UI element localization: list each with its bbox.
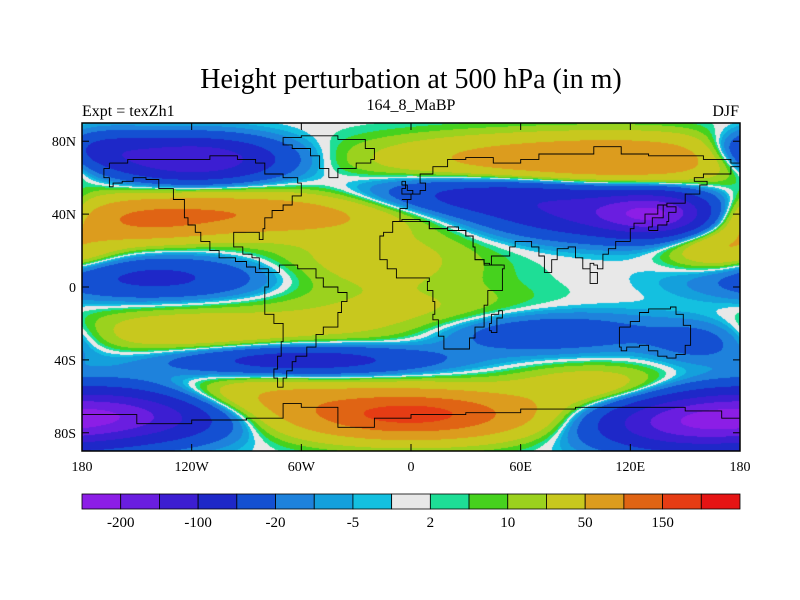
x-tick-label: 180	[730, 460, 751, 475]
x-tick-label: 60E	[509, 460, 532, 475]
colorbar-swatch	[700, 493, 741, 510]
colorbar-swatch	[81, 493, 122, 510]
x-tick-label: 0	[408, 460, 415, 475]
colorbar-tick-label: -20	[266, 515, 286, 531]
plot-area	[81, 122, 741, 452]
height-field-map	[82, 123, 740, 451]
colorbar-swatch	[313, 493, 354, 510]
colorbar-tick-label: 50	[578, 515, 593, 531]
colorbar-swatch	[546, 493, 586, 510]
y-tick-label: 0	[69, 281, 76, 296]
y-tick-label: 40S	[54, 354, 76, 369]
coastline-6	[401, 180, 414, 195]
colorbar-swatch	[662, 493, 702, 510]
left-label: Expt = texZh1	[82, 103, 175, 120]
colorbar-swatch	[352, 493, 393, 510]
colorbar-swatch	[391, 493, 431, 510]
colorbar-tick-label: 10	[500, 515, 515, 531]
colorbar: -200 -100 -20 -5 2 10 50 150	[81, 493, 741, 531]
coastline-5	[282, 135, 375, 179]
x-axis: 180 120W 60W 0 60E 120E 180	[72, 123, 751, 475]
x-tick-label: 120E	[616, 460, 646, 475]
colorbar-swatch	[197, 493, 238, 510]
y-tick-label: 40N	[52, 208, 76, 223]
coastline-1	[264, 264, 348, 388]
colorbar-swatch	[507, 493, 547, 510]
colorbar-swatch	[429, 493, 470, 510]
chart-title: Height perturbation at 500 hPa (in m)	[200, 64, 621, 95]
center-label: 164_8_MaBP	[367, 97, 456, 114]
coastline-4	[618, 306, 692, 359]
colorbar-swatch	[120, 493, 160, 510]
right-label: DJF	[712, 103, 739, 120]
colorbar-tick-label: -5	[347, 515, 360, 531]
x-tick-label: 180	[72, 460, 93, 475]
coastline-8	[82, 403, 741, 428]
y-axis: 80N 40N 0 40S 80S	[52, 135, 740, 442]
colorbar-swatch	[236, 493, 276, 510]
colorbar-tick-label: -100	[184, 515, 212, 531]
coastline-3	[379, 220, 505, 350]
colorbar-swatch	[584, 493, 625, 510]
colorbar-tick-label: 2	[427, 515, 435, 531]
colorbar-swatch	[623, 493, 663, 510]
x-tick-label: 120W	[175, 460, 210, 475]
colorbar-tick-label: -200	[107, 515, 135, 531]
y-tick-label: 80N	[52, 135, 76, 150]
coastline-layer	[82, 135, 741, 428]
x-tick-label: 60W	[288, 460, 316, 475]
colorbar-swatch	[159, 493, 199, 510]
coastline-9	[489, 310, 503, 334]
coastline-2	[392, 146, 741, 284]
coastline-7	[648, 204, 677, 231]
coastline-0	[103, 155, 302, 273]
colorbar-swatch	[468, 493, 509, 510]
colorbar-swatch	[275, 493, 315, 510]
y-tick-label: 80S	[54, 427, 76, 442]
colorbar-tick-label: 150	[651, 515, 674, 531]
